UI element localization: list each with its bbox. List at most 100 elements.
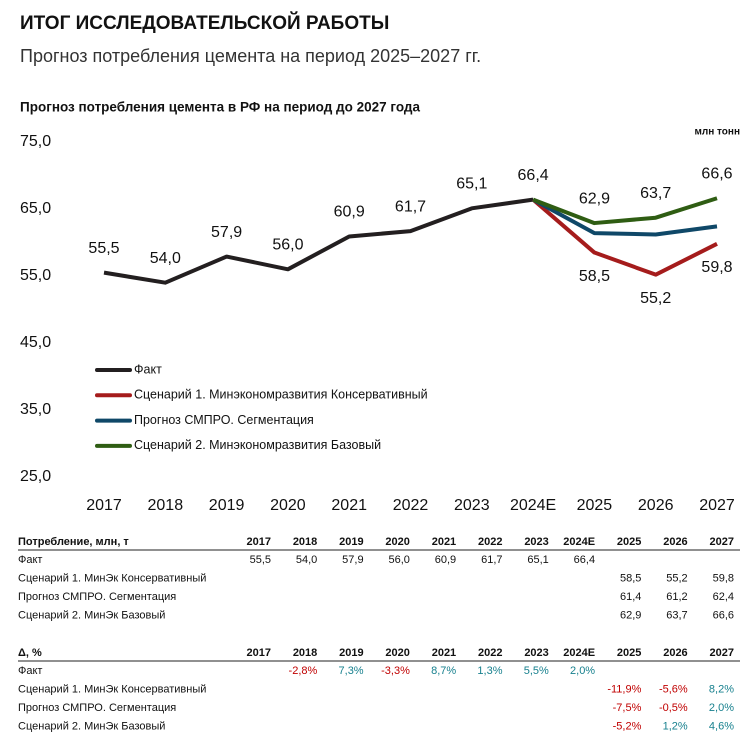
table-header: 2023 [524,647,548,659]
table-cell: 58,5 [620,572,641,584]
row-label: Прогноз СМПРО. Сегментация [18,702,176,714]
table-header: 2021 [432,647,456,659]
legend-label: Прогноз СМПРО. Сегментация [134,413,314,427]
y-tick-label: 25,0 [20,468,51,485]
x-tick-label: 2021 [331,497,367,514]
series-line [532,197,718,237]
legend-label: Сценарий 1. Минэкономразвития Консервати… [134,388,428,402]
table-header: 2020 [385,647,409,659]
x-tick-label: 2017 [86,497,122,514]
table-cell: -7,5% [613,702,642,714]
page-subtitle: Прогноз потребления цемента на период 20… [20,46,481,66]
table-cell: 1,3% [477,665,502,677]
table-header: 2025 [617,647,641,659]
data-label: 62,9 [579,190,610,207]
table-header: 2022 [478,647,502,659]
row-label: Факт [18,665,42,677]
x-tick-label: 2023 [454,497,490,514]
y-tick-label: 75,0 [20,133,51,150]
table-cell: 54,0 [296,554,317,566]
table-cell: 4,6% [709,720,734,732]
data-label: 55,5 [88,240,119,257]
data-label: 63,7 [640,185,671,202]
data-label: 54,0 [150,250,181,267]
y-tick-label: 65,0 [20,200,51,217]
x-tick-label: 2025 [577,497,613,514]
table-header: 2017 [247,647,271,659]
table-header: Δ, % [18,647,42,659]
data-label: 66,6 [701,165,732,182]
table-cell: 62,9 [620,609,641,621]
data-label: 57,9 [211,224,242,241]
table-header: 2020 [385,536,409,548]
table-header: 2024E [563,647,595,659]
x-tick-label: 2019 [209,497,245,514]
legend-label: Сценарий 2. Минэкономразвития Базовый [134,438,381,452]
row-label: Сценарий 1. МинЭк Консервативный [18,683,206,695]
x-tick-label: 2027 [699,497,735,514]
data-label: 66,4 [518,167,549,184]
data-label: 59,8 [701,259,732,276]
page-title: ИТОГ ИССЛЕДОВАТЕЛЬСКОЙ РАБОТЫ [20,12,389,34]
table-cell: 57,9 [342,554,363,566]
table-cell: 66,6 [713,609,734,621]
table-header: 2021 [432,536,456,548]
table-cell: 66,4 [574,554,595,566]
table-header: Потребление, млн, т [18,536,129,548]
table-header: 2022 [478,536,502,548]
data-label: 56,0 [272,237,303,254]
table-header: 2027 [710,536,734,548]
x-tick-label: 2022 [393,497,429,514]
table-cell: -2,8% [289,665,318,677]
chart-title: Прогноз потребления цемента в РФ на пери… [20,100,420,115]
x-tick-label: 2018 [148,497,184,514]
table-cell: -5,6% [659,683,688,695]
table-cell: 60,9 [435,554,456,566]
row-label: Прогноз СМПРО. Сегментация [18,591,176,603]
series-line [531,198,718,277]
series-line [103,197,534,285]
table-cell: 59,8 [713,572,734,584]
y-tick-label: 35,0 [20,401,51,418]
y-tick-label: 55,0 [20,267,51,284]
row-label: Факт [18,554,42,566]
table-header: 2019 [339,536,363,548]
table-cell: -5,2% [613,720,642,732]
table-cell: 61,2 [666,591,687,603]
table-cell: -11,9% [607,683,641,695]
table-cell: 61,7 [481,554,502,566]
table-cell: 55,2 [666,572,687,584]
data-label: 61,7 [395,198,426,215]
table-cell: -3,3% [381,665,410,677]
series-line [532,196,718,226]
table-cell: 8,2% [709,683,734,695]
row-label: Сценарий 2. МинЭк Базовый [18,609,165,621]
table-cell: 7,3% [339,665,364,677]
table-cell: 63,7 [666,609,687,621]
table-cell: 8,7% [431,665,456,677]
data-label: 65,1 [456,176,487,193]
table-cell: 56,0 [388,554,409,566]
unit-label: млн тонн [694,127,740,138]
x-tick-label: 2020 [270,497,306,514]
table-cell: 2,0% [570,665,595,677]
table-header: 2027 [710,647,734,659]
y-tick-label: 45,0 [20,334,51,351]
row-label: Сценарий 1. МинЭк Консервативный [18,572,206,584]
table-cell: 61,4 [620,591,641,603]
table-header: 2026 [663,647,687,659]
table-cell: 65,1 [527,554,548,566]
table-cell: -0,5% [659,702,688,714]
table-header: 2025 [617,536,641,548]
table-cell: 62,4 [713,591,734,603]
table-header: 2019 [339,647,363,659]
row-label: Сценарий 2. МинЭк Базовый [18,720,165,732]
data-label: 60,9 [334,204,365,221]
x-tick-label: 2026 [638,497,674,514]
legend-label: Факт [134,362,162,376]
x-tick-label: 2024E [510,497,556,514]
table-cell: 2,0% [709,702,734,714]
table-cell: 55,5 [250,554,271,566]
table-header: 2017 [247,536,271,548]
